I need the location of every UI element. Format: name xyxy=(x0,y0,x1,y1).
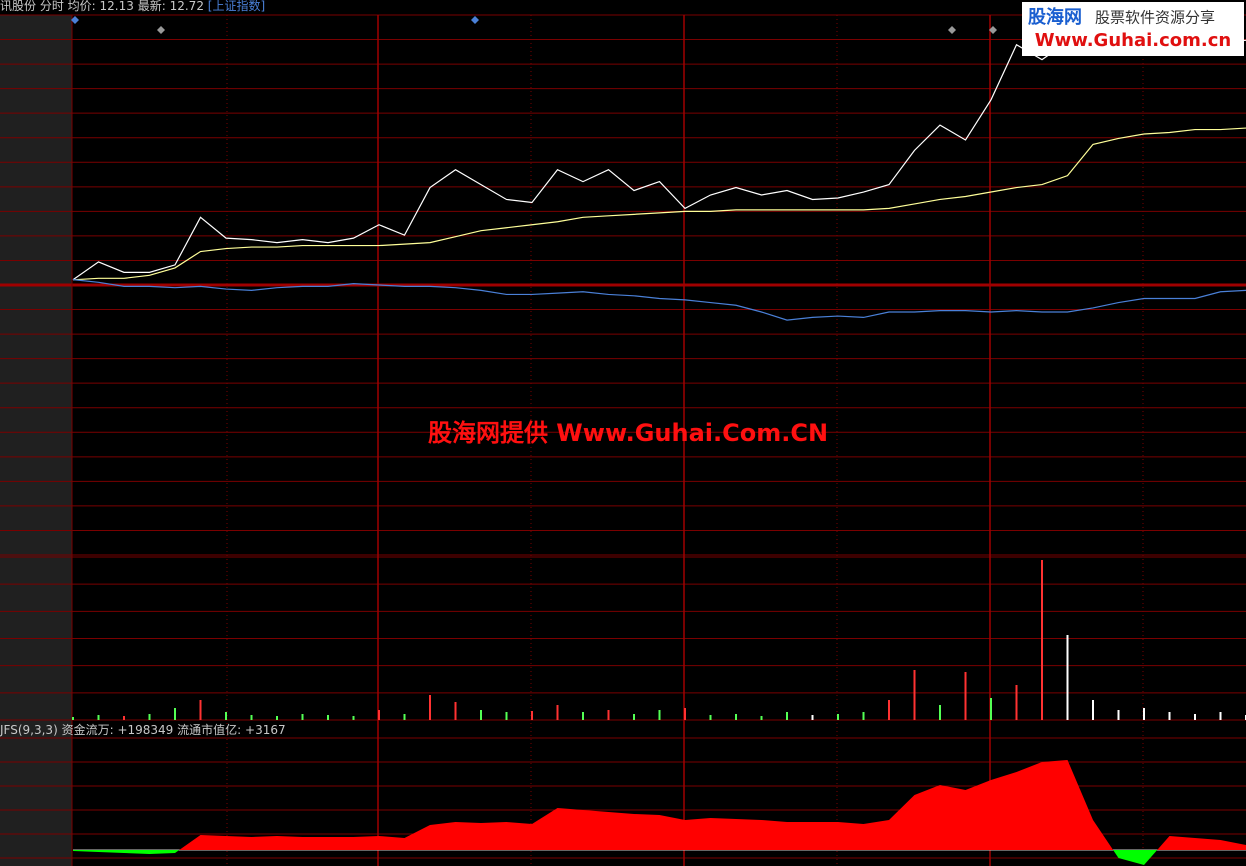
volume-bar xyxy=(1041,560,1043,720)
last-label: 最新: xyxy=(138,0,166,13)
indicator-name: JFS(9,3,3) xyxy=(0,723,58,737)
stock-name: 讯股份 分时 xyxy=(0,0,64,13)
logo-url: Www.Guhai.com.cn xyxy=(1035,30,1231,51)
marker xyxy=(989,26,997,34)
volume-bar xyxy=(1066,635,1069,720)
volume-bar xyxy=(939,705,941,720)
volume-bar xyxy=(990,698,992,720)
volume-bar xyxy=(505,712,508,720)
volume-bar xyxy=(709,715,712,720)
indicator-header: JFS(9,3,3) 资金流万: +198349 流通市值亿: +3167 xyxy=(0,722,286,737)
volume-bar xyxy=(888,700,890,720)
volume-bar xyxy=(1092,700,1094,720)
logo-slogan: 股票软件资源分享 xyxy=(1095,9,1215,27)
logo-name: 股海网 xyxy=(1027,6,1082,28)
volume-bar xyxy=(250,715,253,720)
volume-bar xyxy=(429,695,431,720)
volume-bar xyxy=(1143,708,1145,720)
volume-bar xyxy=(301,714,304,720)
volume-bar xyxy=(633,714,635,720)
volume-bar xyxy=(862,712,865,720)
volume-bar xyxy=(531,711,533,720)
volume-bar xyxy=(658,710,661,720)
flow-label: 资金流万: xyxy=(62,722,114,737)
series-line xyxy=(72,279,1246,321)
marker xyxy=(71,16,79,24)
volume-bar xyxy=(964,672,967,720)
volume-bar xyxy=(684,708,686,720)
volume-bar xyxy=(97,715,100,720)
volume-bar xyxy=(454,702,457,720)
series-line xyxy=(72,127,1246,281)
volume-bar xyxy=(327,715,329,720)
volume-bar xyxy=(913,670,916,720)
volume-bar xyxy=(72,717,74,720)
volume-bar xyxy=(1194,714,1196,720)
marker xyxy=(471,16,479,24)
volume-bar xyxy=(174,708,176,720)
volume-bar xyxy=(1015,685,1018,720)
volume-bar xyxy=(1219,712,1222,720)
avg-label: 均价: xyxy=(68,0,96,13)
volume-bar xyxy=(811,715,814,720)
volume-bar xyxy=(1117,710,1120,720)
volume-bar xyxy=(607,710,610,720)
volume-bar xyxy=(403,714,406,720)
watermark: 股海网提供 Www.Guhai.Com.CN xyxy=(428,419,828,447)
volume-bar xyxy=(837,714,839,720)
volume-bar xyxy=(1168,712,1171,720)
flow-area-down xyxy=(73,850,1246,865)
index-link[interactable]: [上证指数] xyxy=(208,0,265,13)
pre-market-area xyxy=(0,15,72,866)
volume-bar xyxy=(148,714,151,720)
header: 讯股份 分时 均价: 12.13 最新: 12.72 [上证指数] xyxy=(0,0,265,13)
volume-bar xyxy=(556,705,559,720)
volume-bar xyxy=(378,710,380,720)
logo-box xyxy=(1022,2,1244,56)
marker xyxy=(157,26,165,34)
volume-bar xyxy=(123,716,125,720)
flow-area-up xyxy=(73,760,1246,850)
cap-value: +3167 xyxy=(245,723,286,737)
marker xyxy=(948,26,956,34)
last-value: 12.72 xyxy=(170,0,204,13)
volume-bar xyxy=(480,710,482,720)
volume-bar xyxy=(582,712,584,720)
volume-bar xyxy=(199,700,202,720)
volume-bar xyxy=(760,716,763,720)
volume-bar xyxy=(786,712,788,720)
avg-value: 12.13 xyxy=(100,0,134,13)
volume-bar xyxy=(225,712,227,720)
cap-label: 流通市值亿: xyxy=(177,722,241,737)
flow-value: +198349 xyxy=(117,723,173,737)
volume-bar xyxy=(352,716,355,720)
volume-bar xyxy=(276,716,278,720)
volume-bar xyxy=(735,714,737,720)
